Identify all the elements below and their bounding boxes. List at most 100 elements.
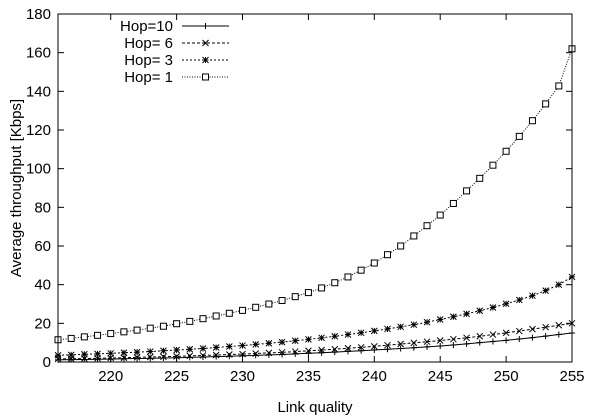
data-point xyxy=(397,323,405,331)
data-point xyxy=(252,303,260,311)
data-point xyxy=(186,352,194,360)
data-point xyxy=(463,340,470,347)
data-point xyxy=(146,353,154,361)
data-point xyxy=(94,331,102,339)
legend-marker xyxy=(202,73,209,81)
data-point xyxy=(239,306,247,314)
x-axis-title: Link quality xyxy=(277,399,353,416)
data-point xyxy=(173,320,181,328)
data-point xyxy=(397,242,405,250)
data-point xyxy=(503,337,510,344)
data-point xyxy=(384,346,391,353)
data-point xyxy=(212,351,220,359)
data-point xyxy=(344,331,352,338)
legend-item: Hop= 1 xyxy=(124,69,229,86)
data-point xyxy=(252,341,260,348)
data-point xyxy=(159,322,167,330)
data-point xyxy=(94,350,101,358)
data-point xyxy=(160,354,167,361)
data-point xyxy=(489,161,497,169)
data-point xyxy=(133,326,141,334)
data-point xyxy=(436,211,444,219)
legend-marker xyxy=(202,39,209,47)
data-point xyxy=(423,222,431,230)
data-point xyxy=(81,356,88,363)
legend-item: Hop= 3 xyxy=(124,52,229,69)
data-point xyxy=(331,332,339,340)
data-point xyxy=(542,287,549,295)
data-point xyxy=(278,297,286,305)
plot-frame xyxy=(57,13,573,363)
data-point xyxy=(450,335,457,343)
data-point xyxy=(410,344,417,351)
data-point xyxy=(357,329,365,337)
data-point xyxy=(239,350,246,358)
data-point xyxy=(542,323,549,331)
data-point xyxy=(489,331,497,338)
data-point xyxy=(436,316,444,323)
data-point xyxy=(67,334,75,342)
series-line xyxy=(57,322,573,360)
y-axis-title: Average throughput [Kbps] xyxy=(8,99,25,277)
data-point xyxy=(410,321,418,329)
y-tick-label: 80 xyxy=(34,199,51,216)
legend-label: Hop= 1 xyxy=(124,69,173,86)
data-point xyxy=(437,342,444,349)
data-point xyxy=(80,333,88,341)
data-point xyxy=(212,312,220,320)
data-point xyxy=(476,174,484,182)
data-point xyxy=(318,284,326,292)
data-point xyxy=(515,327,523,335)
data-point xyxy=(173,346,180,354)
data-point xyxy=(542,100,550,108)
data-point xyxy=(384,341,391,349)
data-point xyxy=(199,315,207,323)
legend-item: Hop=10 xyxy=(120,18,229,35)
data-point xyxy=(515,132,523,140)
data-point xyxy=(94,356,101,363)
data-point xyxy=(225,343,233,350)
data-point xyxy=(67,351,75,359)
data-point xyxy=(515,296,523,304)
data-point xyxy=(146,324,154,332)
data-point xyxy=(529,325,536,333)
data-point xyxy=(291,293,299,301)
data-point xyxy=(502,329,510,337)
data-point xyxy=(199,345,207,352)
data-point xyxy=(252,350,260,357)
x-tick-label: 230 xyxy=(230,368,255,385)
x-tick-label: 250 xyxy=(494,368,519,385)
y-tick-label: 60 xyxy=(34,238,51,255)
data-point xyxy=(120,349,128,357)
data-point xyxy=(107,330,115,338)
y-tick-label: 120 xyxy=(26,122,51,139)
data-point xyxy=(449,199,457,207)
y-tick-label: 20 xyxy=(34,315,51,332)
data-point xyxy=(529,334,536,341)
data-point xyxy=(318,346,325,354)
data-point xyxy=(528,117,536,125)
data-point xyxy=(489,304,497,311)
data-point xyxy=(489,338,496,345)
series-line xyxy=(57,332,573,361)
data-point xyxy=(384,325,391,333)
data-point xyxy=(133,348,141,356)
data-point xyxy=(555,281,563,289)
data-point xyxy=(370,259,378,267)
data-point xyxy=(120,328,128,336)
legend-label: Hop= 6 xyxy=(124,35,173,52)
data-point xyxy=(423,338,431,346)
data-point xyxy=(410,232,418,240)
y-tick-label: 180 xyxy=(26,6,51,23)
data-point xyxy=(371,347,378,354)
data-point xyxy=(463,187,471,195)
y-tick-label: 160 xyxy=(26,45,51,62)
y-tick-label: 0 xyxy=(43,354,51,371)
y-tick-label: 140 xyxy=(26,83,51,100)
data-point xyxy=(239,342,246,349)
series-line xyxy=(57,276,573,356)
x-tick-label: 245 xyxy=(428,368,453,385)
data-point xyxy=(265,339,273,347)
y-tick-label: 40 xyxy=(34,277,51,294)
